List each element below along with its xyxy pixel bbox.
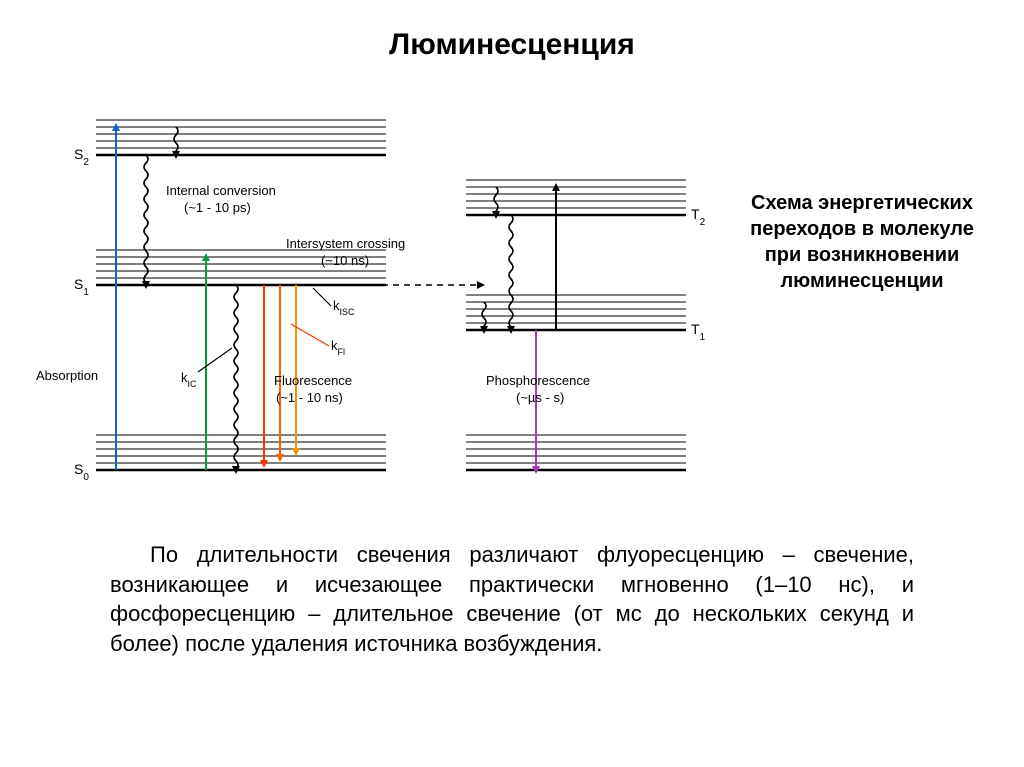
ic-time-1: (~1 - 10 ps)	[184, 200, 251, 215]
fluor-label: Fluorescence	[274, 373, 352, 388]
jablonski-diagram: S0 S1 S2 T1 T2 Absorption Internal conversion (…	[36, 100, 716, 500]
level-label-S0: S0	[74, 461, 89, 483]
isc-label: Intersystem crossing	[286, 236, 405, 251]
absorption-label: Absorption	[36, 368, 98, 383]
kisc-label: kISC	[333, 298, 355, 317]
ic-s2-s1	[144, 155, 148, 285]
slide-title: Люминесценция	[0, 28, 1024, 62]
kic-label: kIC	[181, 370, 197, 389]
level-label-S2: S2	[74, 146, 89, 168]
kisc-leader	[313, 288, 331, 306]
diagram-caption: Схема энергетических переходов в молекул…	[732, 190, 992, 294]
ic-label-1: Internal conversion	[166, 183, 276, 198]
body-paragraph: По длительности свечения различают флуор…	[110, 540, 914, 659]
level-label-T1: T1	[691, 321, 706, 343]
phos-time: (~µs - s)	[516, 390, 564, 405]
ic-t2-t1	[509, 215, 513, 330]
phos-label: Phosphorescence	[486, 373, 590, 388]
kic-leader	[198, 348, 232, 372]
kfl-label: kFl	[331, 338, 345, 357]
isc-time: (~10 ns)	[321, 253, 369, 268]
fluor-time: (~1 - 10 ns)	[276, 390, 343, 405]
level-label-T2: T2	[691, 206, 706, 228]
level-label-S1: S1	[74, 276, 89, 298]
slide: Люминесценция Схема энергетических перех…	[0, 0, 1024, 767]
